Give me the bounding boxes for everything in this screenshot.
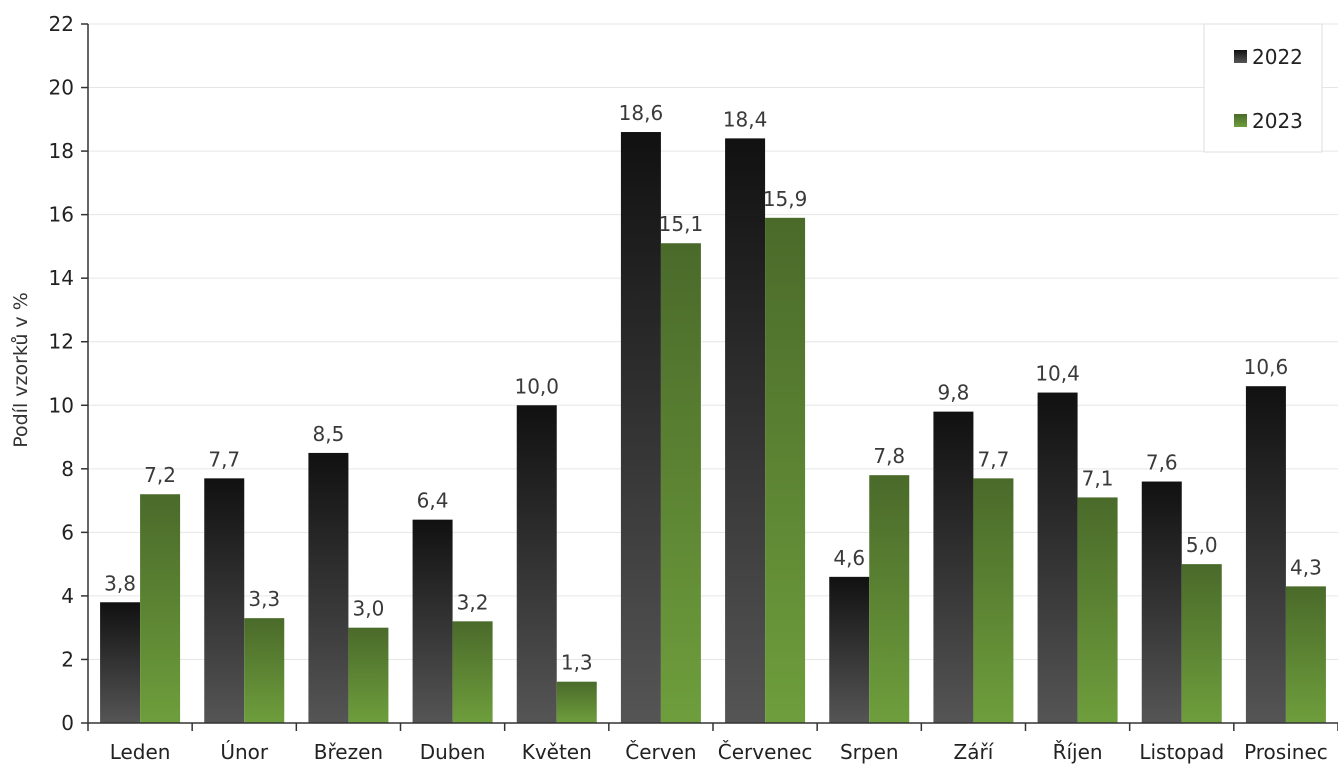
x-category-label: Červen bbox=[625, 740, 696, 764]
y-tick-label: 6 bbox=[61, 520, 74, 544]
bar-2023 bbox=[1181, 564, 1222, 723]
y-tick-label: 20 bbox=[49, 76, 74, 100]
x-category-label: Srpen bbox=[840, 740, 899, 764]
x-category-label: Září bbox=[954, 740, 995, 764]
bar-2023 bbox=[1285, 586, 1326, 723]
data-label-2023: 7,7 bbox=[978, 447, 1010, 471]
legend-box bbox=[1203, 23, 1323, 153]
data-label-2023: 4,3 bbox=[1290, 555, 1322, 579]
bar-2023 bbox=[140, 494, 181, 723]
bar-2023 bbox=[869, 475, 910, 723]
data-label-2023: 7,8 bbox=[873, 444, 905, 468]
data-label-2023: 1,3 bbox=[561, 651, 593, 675]
bar-2023 bbox=[660, 243, 701, 723]
y-tick-label: 10 bbox=[49, 393, 74, 417]
data-label-2022: 7,6 bbox=[1146, 451, 1178, 475]
legend: 2022 2023 bbox=[1203, 23, 1323, 153]
bar-2023 bbox=[348, 627, 389, 723]
data-label-2023: 7,2 bbox=[144, 463, 176, 487]
data-label-2022: 3,8 bbox=[104, 571, 136, 595]
x-category-label: Únor bbox=[220, 740, 269, 764]
y-tick-label: 18 bbox=[49, 139, 74, 163]
x-category-label: Říjen bbox=[1053, 740, 1103, 764]
y-axis-title: Podíl vzorků v % bbox=[10, 292, 32, 448]
bar-2023 bbox=[244, 618, 285, 723]
legend-label-2022: 2022 bbox=[1252, 45, 1303, 69]
bar-2022 bbox=[1037, 392, 1078, 723]
bars bbox=[100, 132, 1326, 723]
x-category-label: Březen bbox=[314, 740, 383, 764]
legend-swatch-2023 bbox=[1234, 114, 1247, 127]
bar-2022 bbox=[725, 138, 766, 723]
x-category-label: Prosinec bbox=[1244, 740, 1328, 764]
data-label-2022: 10,4 bbox=[1035, 362, 1080, 386]
bar-2023 bbox=[973, 478, 1014, 723]
x-category-label: Květen bbox=[522, 740, 592, 764]
y-tick-label: 16 bbox=[49, 203, 74, 227]
gridlines bbox=[88, 23, 1338, 660]
data-label-2022: 10,0 bbox=[514, 374, 559, 398]
y-tick-label: 4 bbox=[61, 584, 74, 608]
bar-2022 bbox=[204, 478, 245, 723]
bar-2022 bbox=[620, 132, 661, 723]
data-label-2023: 15,1 bbox=[659, 212, 704, 236]
y-tick-label: 12 bbox=[49, 330, 74, 354]
y-tick-label: 22 bbox=[49, 12, 74, 36]
data-label-2022: 4,6 bbox=[833, 546, 865, 570]
legend-label-2023: 2023 bbox=[1252, 109, 1303, 133]
bar-2023 bbox=[765, 217, 806, 723]
x-category-label: Duben bbox=[420, 740, 486, 764]
legend-swatch-2022 bbox=[1234, 50, 1247, 63]
data-labels: 3,8 7,7 8,5 6,4 10,0 18,6 18,4 4,6 9,8 10,4 7,6 10,… bbox=[104, 101, 1322, 675]
data-label-2022: 6,4 bbox=[417, 489, 449, 513]
data-label-2022: 10,6 bbox=[1244, 355, 1289, 379]
data-label-2023: 5,0 bbox=[1186, 533, 1218, 557]
data-label-2022: 18,4 bbox=[723, 107, 768, 131]
data-label-2022: 9,8 bbox=[938, 381, 970, 405]
bar-2022 bbox=[100, 602, 141, 723]
y-tick-label: 8 bbox=[61, 457, 74, 481]
bar-2022 bbox=[933, 411, 974, 723]
data-label-2023: 3,3 bbox=[248, 587, 280, 611]
data-label-2023: 7,1 bbox=[1082, 466, 1114, 490]
bar-2022 bbox=[1141, 481, 1182, 723]
x-category-label: Listopad bbox=[1139, 740, 1224, 764]
bar-2022 bbox=[829, 576, 870, 723]
x-category-label: Leden bbox=[110, 740, 171, 764]
bar-2022 bbox=[1245, 386, 1286, 723]
y-tick-label: 14 bbox=[49, 266, 74, 290]
y-tick-label: 2 bbox=[61, 647, 74, 671]
y-tick-label: 0 bbox=[61, 711, 74, 735]
data-label-2022: 18,6 bbox=[619, 101, 664, 125]
bar-2022 bbox=[308, 452, 349, 723]
data-label-2022: 8,5 bbox=[313, 422, 345, 446]
data-label-2023: 3,2 bbox=[457, 590, 489, 614]
data-label-2022: 7,7 bbox=[208, 447, 240, 471]
bar-2023 bbox=[452, 621, 493, 723]
data-label-2023: 3,0 bbox=[353, 597, 385, 621]
bar-2022 bbox=[516, 405, 557, 723]
x-category-label: Červenec bbox=[718, 740, 813, 764]
data-label-2023: 15,9 bbox=[763, 187, 808, 211]
bar-2023 bbox=[556, 681, 597, 723]
bar-2022 bbox=[412, 519, 453, 723]
bar-2023 bbox=[1077, 497, 1118, 723]
